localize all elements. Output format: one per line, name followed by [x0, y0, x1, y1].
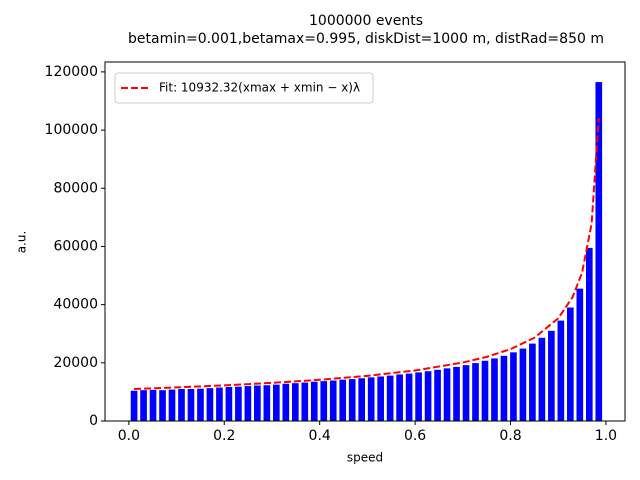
bar — [510, 352, 517, 421]
bar — [273, 384, 280, 421]
y-tick-label: 100000 — [45, 122, 98, 138]
x-axis-label: speed — [347, 451, 383, 465]
bar — [453, 366, 460, 421]
y-tick-label: 20000 — [53, 355, 98, 371]
y-tick-label: 0 — [89, 413, 98, 429]
bar — [310, 381, 318, 421]
chart-title: 1000000 events — [309, 13, 423, 29]
bar — [291, 383, 299, 421]
bar — [595, 82, 603, 422]
bar — [424, 371, 432, 421]
bar — [500, 355, 508, 421]
bar — [585, 247, 593, 421]
bar — [405, 373, 413, 421]
bar — [244, 386, 252, 421]
bar — [481, 360, 489, 421]
bar — [216, 387, 223, 421]
bar — [415, 372, 422, 421]
bar — [178, 388, 185, 421]
bar — [377, 376, 384, 421]
bar — [320, 381, 328, 421]
x-tick-label: 0.8 — [499, 428, 521, 444]
chart-subtitle: betamin=0.001,betamax=0.995, diskDist=10… — [128, 31, 604, 47]
y-axis-label: a.u. — [15, 231, 29, 254]
bar — [386, 375, 394, 421]
bar — [282, 383, 290, 421]
bar — [225, 386, 233, 421]
y-tick-label: 80000 — [53, 180, 98, 196]
bar — [187, 388, 195, 421]
bar — [491, 358, 498, 421]
bar — [358, 378, 366, 421]
plot-frame — [104, 61, 626, 422]
bar — [329, 380, 337, 421]
bar — [254, 385, 261, 421]
bar — [206, 388, 214, 421]
bar — [159, 390, 166, 421]
bar — [168, 389, 176, 421]
x-tick-label: 0.0 — [118, 428, 140, 444]
x-tick-label: 0.2 — [213, 428, 235, 444]
bar — [529, 343, 536, 421]
bar — [367, 377, 375, 421]
legend-label: Fit: 10932.32(xmax + xmin − x)λ — [159, 81, 360, 95]
bar — [443, 368, 451, 421]
y-tick-label: 60000 — [53, 238, 98, 254]
bar — [130, 390, 138, 421]
bar — [263, 385, 271, 421]
bar — [301, 382, 309, 421]
bar — [235, 386, 242, 421]
bar — [348, 379, 356, 421]
bar — [576, 288, 584, 421]
legend-box — [114, 72, 374, 104]
bar — [538, 337, 546, 421]
bar — [434, 369, 441, 421]
y-tick-label: 120000 — [45, 64, 98, 80]
bar — [548, 330, 555, 421]
bar — [140, 390, 147, 421]
bar — [339, 379, 347, 421]
x-tick-label: 0.4 — [309, 428, 331, 444]
bar — [462, 365, 470, 421]
bar — [197, 388, 204, 421]
x-tick-label: 0.6 — [404, 428, 426, 444]
y-tick-label: 40000 — [53, 297, 98, 313]
bar — [396, 374, 403, 421]
bar — [567, 307, 574, 421]
x-tick-label: 1.0 — [595, 428, 617, 444]
bar — [557, 320, 565, 421]
bar — [149, 389, 157, 421]
bar — [519, 348, 527, 421]
fit-line — [134, 117, 600, 390]
bar — [472, 363, 479, 421]
